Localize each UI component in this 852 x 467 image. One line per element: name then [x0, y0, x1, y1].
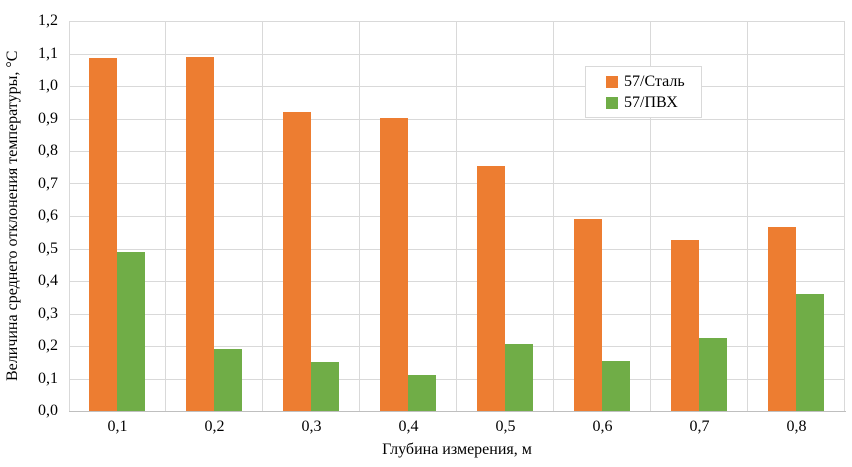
x-axis-tick-labels: 0,1 0,2 0,3 0,4 0,5 0,6 0,7 0,8 — [69, 419, 845, 435]
y-tick-label: 0,0 — [38, 402, 58, 419]
y-tick-label: 0,7 — [38, 174, 58, 192]
x-tick-label: 0,8 — [786, 418, 807, 435]
legend-swatch-steel-icon — [606, 75, 618, 88]
category-slot — [651, 21, 748, 411]
bar-pvc — [311, 362, 339, 411]
category-slot — [69, 21, 166, 411]
x-tick-label: 0,6 — [592, 418, 613, 435]
x-tick-label: 0,3 — [301, 418, 322, 435]
category-slot — [748, 21, 845, 411]
gridline — [69, 183, 845, 184]
bar-steel — [89, 58, 117, 411]
category-slot — [263, 21, 360, 411]
category-slot — [457, 21, 554, 411]
y-tick-label: 0,2 — [38, 337, 58, 354]
plot-area — [69, 21, 845, 411]
bar-steel — [186, 57, 214, 411]
gridline — [69, 119, 845, 120]
x-tick-label: 0,4 — [398, 418, 419, 435]
category-slot — [360, 21, 457, 411]
bar-steel — [768, 227, 796, 411]
bar-pvc — [214, 349, 242, 411]
bar-pvc — [117, 252, 145, 411]
y-axis-tick-labels: 0,0 0,1 0,2 0,3 0,4 0,5 0,6 0,7 0,8 0,9 1,0 1,1 1,2 — [0, 13, 61, 419]
y-tick-label: 0,6 — [38, 207, 58, 224]
y-tick-label: 0,5 — [38, 239, 58, 257]
y-tick-label: 0,8 — [38, 142, 58, 159]
x-axis-title: Глубина измерения, м — [382, 441, 532, 458]
legend-item-steel: 57/Сталь — [606, 72, 685, 91]
legend: 57/Сталь 57/ПВХ — [585, 66, 702, 118]
x-tick-label: 0,1 — [107, 418, 128, 435]
y-tick-label: 0,3 — [38, 304, 58, 322]
gridline — [69, 346, 845, 347]
y-tick-label: 0,4 — [38, 272, 58, 289]
gridline — [69, 281, 845, 282]
bar-steel — [283, 112, 311, 411]
gridline — [69, 216, 845, 217]
y-tick-label: 0,1 — [38, 369, 58, 387]
x-tick-label: 0,2 — [204, 418, 225, 435]
legend-item-pvc: 57/ПВХ — [606, 93, 685, 112]
y-tick-label: 1,2 — [38, 12, 58, 29]
bar-pvc — [602, 361, 630, 411]
bar-pvc — [699, 338, 727, 411]
gridline — [69, 249, 845, 250]
gridline — [69, 86, 845, 87]
y-tick-label: 1,1 — [38, 44, 58, 62]
gridline — [69, 151, 845, 152]
bar-steel — [477, 166, 505, 411]
category-slot — [166, 21, 263, 411]
x-tick-label: 0,7 — [689, 418, 710, 435]
bar-steel — [380, 118, 408, 411]
x-axis-line — [69, 411, 846, 412]
gridline — [69, 54, 845, 55]
bar-pvc — [505, 344, 533, 411]
gridline — [69, 314, 845, 315]
bar-pvc — [408, 375, 436, 411]
bar-steel — [574, 219, 602, 411]
bar-groups — [69, 21, 845, 411]
bar-steel — [671, 240, 699, 411]
y-tick-label: 0,9 — [38, 109, 58, 127]
legend-swatch-pvc-icon — [606, 96, 618, 109]
gridline — [69, 379, 845, 380]
horizontal-gridlines — [69, 21, 845, 411]
y-tick-label: 1,0 — [38, 77, 58, 94]
gridline — [69, 21, 845, 22]
legend-label-steel: 57/Сталь — [624, 72, 685, 90]
category-slot — [554, 21, 651, 411]
x-tick-label: 0,5 — [495, 418, 516, 435]
legend-label-pvc: 57/ПВХ — [624, 93, 678, 111]
bar-pvc — [796, 294, 824, 411]
